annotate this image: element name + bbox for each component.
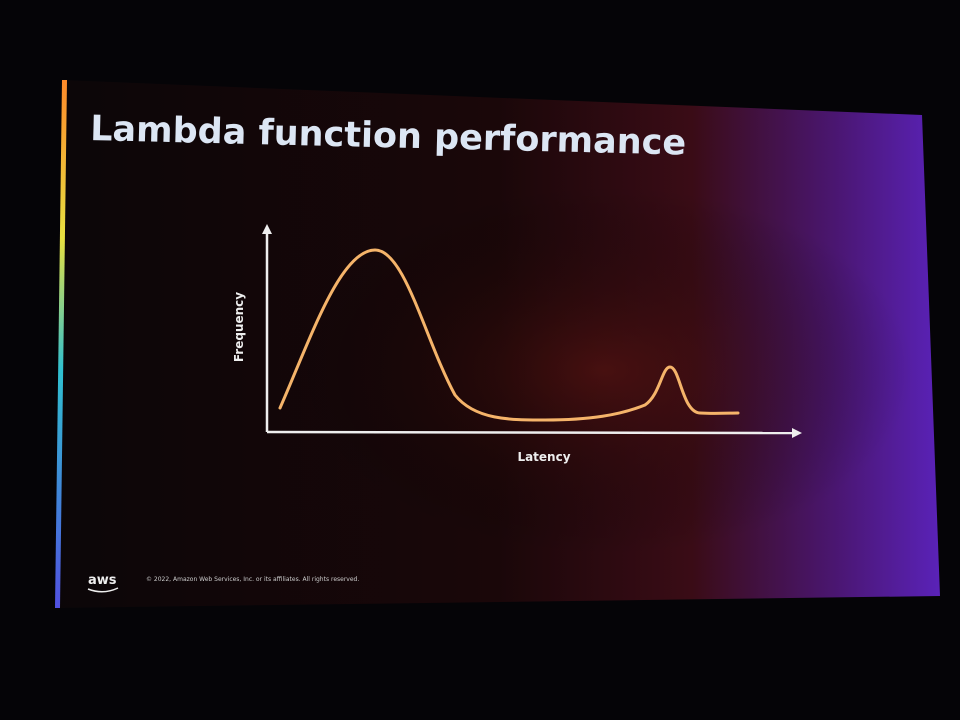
y-axis-label: Frequency <box>232 292 246 362</box>
x-axis-label: Latency <box>517 450 570 464</box>
slide-glow <box>55 80 940 608</box>
logo-smile <box>87 587 119 593</box>
distribution-curve <box>278 248 740 422</box>
chart-sketch: Frequency Latency <box>232 224 802 464</box>
footer: © 2022, Amazon Web Services, Inc. or its… <box>146 576 359 583</box>
x-arrow <box>792 428 802 438</box>
logo: aws <box>88 573 117 588</box>
slide-edge <box>55 80 67 608</box>
x-axis <box>266 430 795 435</box>
y-arrow <box>262 224 272 234</box>
